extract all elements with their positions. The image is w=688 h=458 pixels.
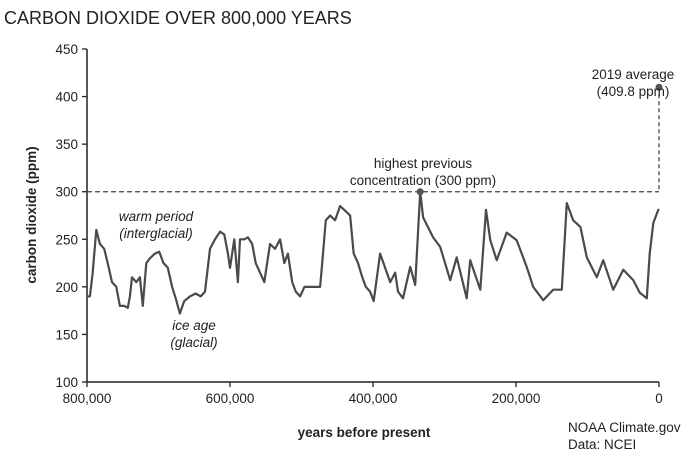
axes: 100 150 200 250 300 350 400 450 800,000 600,000 40… [55, 42, 662, 406]
chart-title: CARBON DIOXIDE OVER 800,000 YEARS [4, 8, 352, 28]
y-tick-label: 450 [55, 42, 78, 57]
highest-label-1: highest previous [374, 156, 473, 171]
x-tick-label: 200,000 [492, 391, 541, 406]
credit-line-2: Data: NCEI [568, 437, 636, 452]
y-tick-label: 150 [55, 327, 78, 342]
highest-label-2: concentration (300 ppm) [350, 173, 496, 188]
ice-label-2: (glacial) [170, 335, 217, 350]
y-tick-label: 100 [55, 375, 78, 390]
y-tick-label: 250 [55, 232, 78, 247]
x-tick-label: 600,000 [206, 391, 255, 406]
current-label-2: (409.8 ppm) [597, 84, 670, 99]
co2-series-line [87, 190, 660, 315]
x-tick-label: 800,000 [63, 391, 112, 406]
x-tick-label: 400,000 [349, 391, 398, 406]
credit-line-1: NOAA Climate.gov [568, 420, 681, 435]
y-axis-label: carbon dioxide (ppm) [24, 146, 39, 283]
warm-label-1: warm period [119, 209, 194, 224]
y-tick-label: 400 [55, 90, 78, 105]
x-axis-label: years before present [298, 425, 431, 440]
y-tick-label: 200 [55, 280, 78, 295]
highest-previous-marker [416, 188, 424, 196]
ice-label-1: ice age [172, 318, 216, 333]
warm-label-2: (interglacial) [119, 226, 193, 241]
current-label-1: 2019 average [592, 67, 675, 82]
y-tick-label: 300 [55, 185, 78, 200]
x-tick-label: 0 [655, 391, 663, 406]
current-marker [655, 83, 663, 91]
y-tick-label: 350 [55, 137, 78, 152]
